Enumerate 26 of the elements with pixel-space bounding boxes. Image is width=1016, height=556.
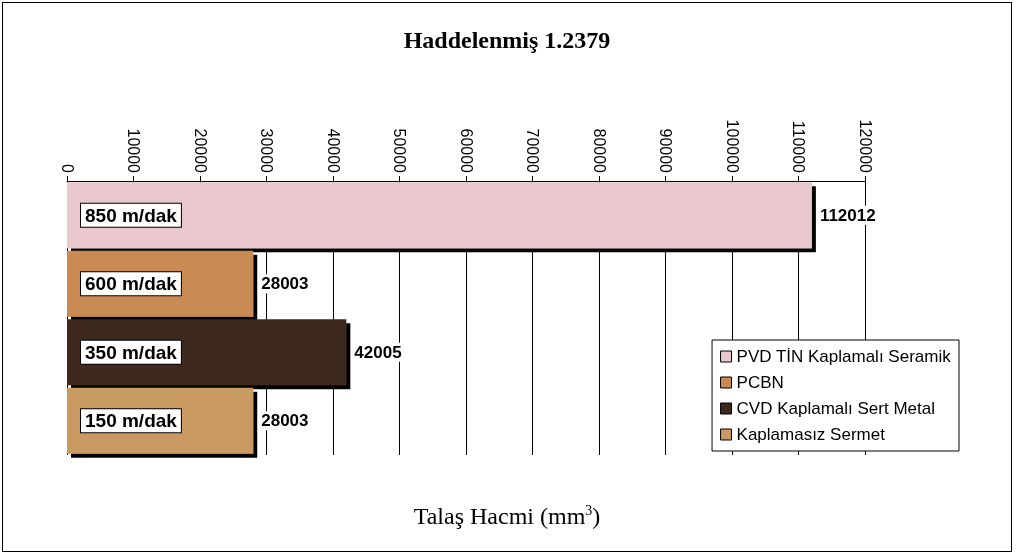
y-tick-label: 600 m/dak xyxy=(85,273,178,295)
x-tick-label: 90000 xyxy=(657,128,674,174)
x-tick-label: 50000 xyxy=(391,128,408,174)
x-tick-label: 110000 xyxy=(790,120,807,174)
legend-label: Kaplamasız Sermet xyxy=(736,425,886,444)
legend-label: CVD Kaplamalı Sert Metal xyxy=(736,399,935,418)
x-tick-label: 0 xyxy=(58,164,76,174)
data-label: 28003 xyxy=(261,411,309,431)
data-label: 28003 xyxy=(261,274,309,294)
y-tick-label: 150 m/dak xyxy=(85,410,178,432)
x-tick-label: 100000 xyxy=(723,119,741,174)
data-label: 112012 xyxy=(819,205,876,225)
x-tick-label: 70000 xyxy=(524,128,541,174)
legend-label: PCBN xyxy=(736,373,784,392)
chart-title: Haddelenmiş 1.2379 xyxy=(403,27,611,53)
x-tick-label: 10000 xyxy=(125,128,142,174)
legend-label: PVD TİN Kaplamalı Seramik xyxy=(736,347,952,366)
x-tick-label: 80000 xyxy=(590,128,608,174)
x-tick-label: 20000 xyxy=(191,128,209,174)
y-tick-label: 350 m/dak xyxy=(85,341,178,363)
x-tick-label: 60000 xyxy=(457,128,475,174)
y-tick-label: 850 m/dak xyxy=(85,204,178,226)
data-label: 42005 xyxy=(354,342,402,362)
x-tick-label: 120000 xyxy=(856,119,874,174)
x-tick-label: 30000 xyxy=(258,128,275,174)
x-tick-label: 40000 xyxy=(324,128,342,174)
